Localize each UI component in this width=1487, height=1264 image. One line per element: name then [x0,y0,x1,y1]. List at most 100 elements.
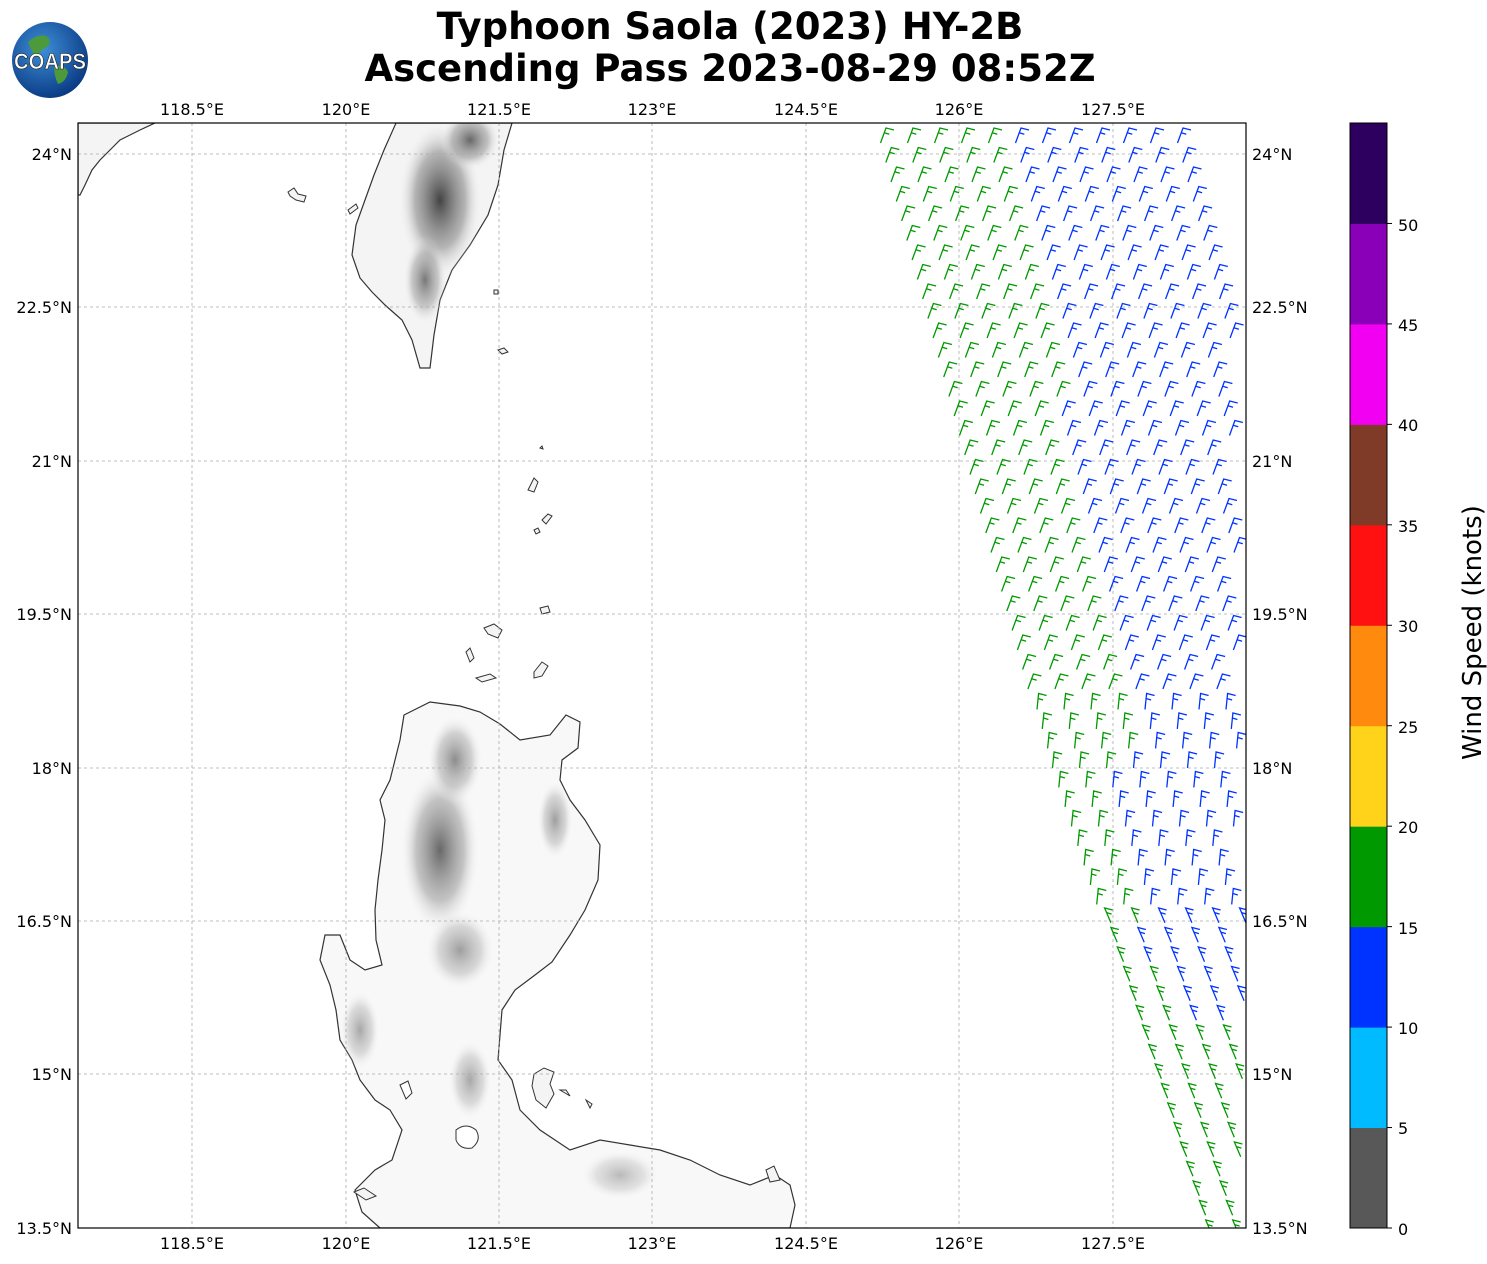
wind-barb [1068,712,1080,729]
wind-barb [1209,985,1220,1001]
wind-barb [1033,595,1048,612]
wind-barb [1143,205,1159,222]
wind-barb [964,439,979,456]
china-coastline [78,123,156,196]
lon-label: 121.5°E [467,1234,531,1253]
wind-barb [1022,556,1037,573]
wind-barb [1152,536,1167,553]
wind-barb [1050,458,1065,475]
wind-barb [981,205,997,222]
wind-barb [1076,556,1091,573]
wind-barb [1145,790,1156,807]
wind-barb [1176,127,1192,144]
wind-barb [1160,166,1175,183]
wind-barb [1179,536,1194,553]
wind-barb [1044,536,1059,553]
colorbar-tick: 0 [1398,1220,1408,1239]
wind-barb [1116,205,1132,222]
lat-label: 24°N [1252,145,1292,164]
wind-barb [1228,419,1244,436]
colorbar-bin [1350,123,1387,224]
colorbar-tick: 45 [1398,316,1418,335]
wind-barb [1144,692,1155,710]
colorbar-tick: 35 [1398,517,1418,536]
wind-barb [1191,848,1202,866]
wind-barb [1213,263,1228,280]
wind-barb [1105,263,1120,280]
wind-barb [1159,263,1174,280]
wind-barb [1197,946,1207,962]
wind-barb [976,185,991,202]
lon-label: 126°E [935,1234,984,1253]
wind-barb [1186,751,1198,768]
wind-barb [1232,809,1244,827]
wind-barb [1206,1141,1216,1157]
lon-labels-bottom: 118.5°E 120°E 121.5°E 123°E 124.5°E 126°… [160,1234,1145,1253]
wind-barb [1132,263,1147,280]
wind-barb [1105,751,1117,768]
wind-barb [954,205,970,222]
wind-barb [1110,380,1125,397]
wind-barb [1146,614,1161,631]
wind-barb [1054,575,1070,592]
wind-barb [1218,380,1233,397]
wind-barb [1128,146,1143,163]
wind-barb [1064,790,1075,807]
wind-barb [927,302,942,319]
wind-barb [1196,400,1211,417]
wind-barb [1137,283,1153,300]
lon-label: 124.5°E [774,1234,838,1253]
wind-barb [1184,907,1194,923]
map-area [78,123,1246,1228]
wind-barb [1213,361,1228,378]
wind-barb [1189,1004,1199,1021]
wind-barb [1203,712,1215,729]
wind-barbs [879,127,1246,1228]
wind-barb [1164,283,1180,300]
lat-label: 19.5°N [1252,605,1308,624]
wind-barb [1019,244,1034,261]
wind-barb [1190,478,1205,495]
wind-barb [1207,439,1222,456]
wind-barb [965,244,980,261]
wind-barb [1099,439,1114,456]
wind-barb [1149,224,1164,241]
wind-barb [1055,478,1070,495]
wind-barb [1190,926,1201,943]
wind-barb [1106,166,1121,183]
wind-barb [964,341,980,358]
wind-barb [1002,283,1018,300]
lat-labels-right: 24°N 22.5°N 21°N 19.5°N 18°N 16.5°N 15°N… [1252,145,1308,1238]
wind-barb [1002,380,1017,397]
wind-barb [1173,614,1188,631]
wind-barb [1110,283,1126,300]
colorbar-bin [1350,1127,1387,1229]
wind-barb [1117,692,1128,710]
wind-barb [1089,868,1101,885]
wind-barb [1115,400,1130,417]
wind-barb [1017,536,1032,553]
wind-barb [1154,731,1166,749]
wind-barb [1030,185,1045,202]
wind-barb [1051,361,1066,378]
wind-barb [1175,322,1190,339]
wind-barb [933,224,948,241]
wind-barb [1079,166,1094,183]
wind-barb [1141,595,1156,612]
wind-barb [1014,127,1030,144]
lat-label: 21°N [1252,452,1292,471]
wind-barb [1104,458,1119,475]
wind-barb [1126,341,1142,358]
wind-barb [1074,146,1089,163]
wind-barb [1176,965,1186,982]
wind-barb [1081,673,1096,690]
wind-barb [1078,751,1090,768]
wind-barb [1180,439,1195,456]
colorbar-tick: 40 [1398,416,1418,435]
wind-barb [1222,595,1237,612]
wind-barb [1141,1024,1151,1040]
wind-barb [1093,419,1109,436]
wind-barb [1157,907,1167,923]
wind-barb [1162,1004,1172,1021]
wind-barb [1046,731,1058,749]
